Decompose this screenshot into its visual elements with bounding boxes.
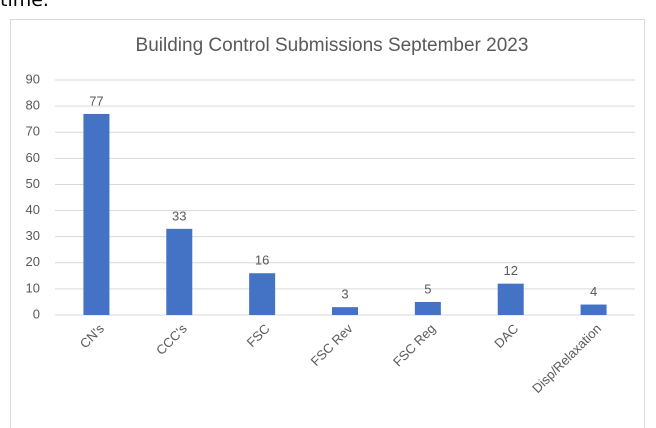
y-tick-label: 0 [33,306,40,321]
y-tick-label: 30 [26,228,40,243]
bar [497,283,524,315]
y-tick-label: 60 [26,150,40,165]
x-tick-label: FSC Reg [390,321,438,369]
x-tick-label: CCC's [153,321,190,358]
chart-title: Building Control Submissions September 2… [136,35,529,56]
document-text: time. [0,0,49,11]
x-tick-label: Disp/Relaxation [529,321,604,396]
data-label: 4 [590,284,597,299]
y-tick-label: 70 [26,124,40,139]
y-tick-label: 50 [26,176,40,191]
x-tick-label: FSC [244,321,273,350]
bar [332,307,358,315]
bar [249,273,276,315]
x-tick-label: CN's [77,321,108,352]
bar [580,304,607,315]
y-tick-label: 40 [26,202,40,217]
data-label: 5 [424,281,431,296]
data-label: 77 [89,93,103,108]
bar [83,113,110,315]
y-tick-label: 20 [26,254,40,269]
data-label: 12 [503,263,517,278]
y-tick-label: 10 [26,280,40,295]
y-tick-label: 90 [26,71,40,86]
bar [414,301,441,315]
y-tick-label: 80 [26,98,40,113]
data-label: 33 [172,208,186,223]
bar [166,228,193,315]
data-label: 3 [341,287,348,302]
data-label: 16 [255,253,269,268]
x-tick-label: DAC [491,321,521,351]
chart-border [10,19,645,428]
x-tick-label: FSC Rev [308,321,356,369]
